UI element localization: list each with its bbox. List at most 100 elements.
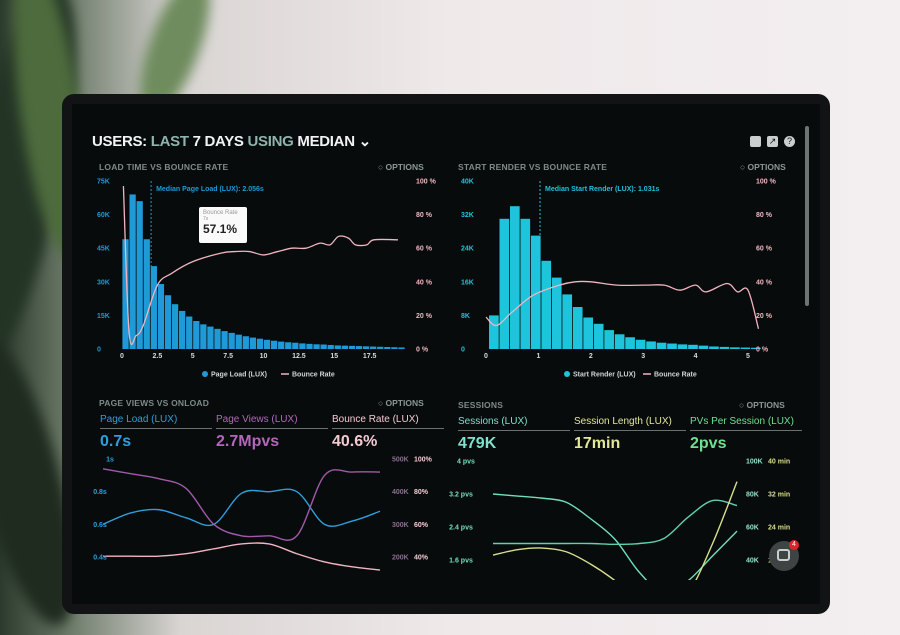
kpi-value: 17min [574, 435, 621, 452]
y-tick-label: 60K [97, 212, 110, 219]
y2-tick-label: 100K [746, 459, 763, 466]
histogram-bar [730, 347, 740, 349]
series-line [102, 488, 381, 527]
median-label: Median Page Load (LUX): 2.056s [156, 186, 264, 193]
y-tick-label: 4 pvs [457, 459, 475, 466]
histogram-bar [667, 343, 677, 349]
y2-tick-label: 80 % [416, 212, 433, 219]
histogram-bar [242, 336, 249, 349]
x-tick-label: 10 [260, 353, 268, 360]
y2-tick-label: 60 % [756, 246, 773, 253]
median-label: Median Start Render (LUX): 1.031s [545, 186, 659, 193]
y-tick-label: 40K [461, 179, 474, 186]
y-tick-label: 0 [97, 347, 101, 354]
series-line [493, 499, 738, 546]
chevron-down-icon[interactable]: ⌄ [358, 133, 372, 150]
histogram-bar [122, 239, 129, 349]
tooltip-value: 57.1% [203, 222, 238, 236]
histogram-bar [551, 277, 562, 349]
y-tick-label: 0 [461, 347, 465, 354]
histogram-bar [583, 317, 594, 349]
bounce-rate-line [122, 186, 398, 346]
kpi-value: 2pvs [690, 435, 727, 452]
histogram-bar [179, 310, 186, 349]
bounce-rate-line [485, 280, 760, 330]
histogram-bar [327, 344, 334, 349]
x-tick-label: 3 [641, 353, 645, 360]
options-button[interactable]: ○ OPTIONS [378, 162, 424, 172]
histogram-bar [256, 338, 264, 349]
options-label: OPTIONS [385, 162, 424, 172]
x-tick-label: 2 [589, 353, 593, 360]
histogram-bar [214, 328, 221, 349]
y2-tick-label: 40 % [756, 279, 773, 286]
scrollbar[interactable] [805, 126, 809, 306]
legend-dot [564, 371, 570, 377]
kpi-value: 2.7Mpvs [216, 433, 280, 450]
histogram-bar [384, 346, 391, 349]
histogram-bar [193, 321, 200, 349]
options-label: OPTIONS [747, 162, 786, 172]
histogram-bar [751, 347, 761, 349]
x-tick-label: 7.5 [223, 353, 233, 360]
y-tick-label: 0.8s [93, 489, 107, 496]
histogram-bar [355, 346, 363, 349]
histogram-bar [377, 346, 384, 349]
monitor-icon[interactable] [750, 136, 761, 147]
y2-tick-label: 80 % [756, 212, 773, 219]
legend-label: Page Load (LUX) [211, 372, 267, 379]
histogram-bar [489, 315, 499, 349]
histogram-bar [530, 235, 541, 349]
histogram-bar [646, 341, 656, 349]
options-button[interactable]: ○ OPTIONS [739, 400, 785, 410]
y2-tick-label: 0 % [416, 347, 429, 354]
options-button[interactable]: ○ OPTIONS [378, 398, 424, 408]
histogram-bar [136, 201, 143, 349]
kpi-value: 0.7s [100, 433, 132, 450]
histogram-bar [391, 347, 398, 349]
using-label: USING [247, 133, 294, 150]
histogram-bar [235, 334, 242, 349]
y-tick-label: 0.6s [93, 522, 107, 529]
histogram-bar [164, 295, 172, 349]
histogram-bar [150, 266, 157, 349]
histogram-bar [614, 334, 625, 349]
histogram-bar [677, 344, 688, 349]
y-tick-label: 2.4 pvs [449, 525, 473, 532]
y3-tick-label: 24 min [768, 525, 790, 532]
histogram-bar [299, 343, 306, 349]
y3-tick-label: 60% [414, 522, 429, 529]
options-button[interactable]: ○ OPTIONS [740, 162, 786, 172]
kpi-label: Bounce Rate (LUX) [332, 414, 444, 429]
histogram-bar [398, 347, 405, 349]
x-tick-label: 0 [484, 353, 488, 360]
histogram-bar [186, 316, 193, 349]
y2-tick-label: 60 % [416, 246, 433, 253]
y2-tick-label: 20 % [416, 313, 433, 320]
chat-icon [777, 549, 790, 561]
options-label: OPTIONS [385, 398, 424, 408]
kpi-label: Sessions (LUX) [458, 416, 570, 431]
y-tick-label: 16K [461, 279, 474, 286]
x-tick-label: 2.5 [153, 353, 163, 360]
panel-title: START RENDER VS BOUNCE RATE [458, 162, 608, 172]
y-tick-label: 1s [106, 457, 114, 464]
y3-tick-label: 40 min [768, 459, 790, 466]
y2-tick-label: 80K [746, 492, 759, 499]
histogram-bar [306, 343, 313, 349]
panel-title: PAGE VIEWS VS ONLOAD [99, 398, 210, 408]
histogram-bar [143, 239, 150, 349]
period-select[interactable]: 7 DAYS [192, 133, 244, 150]
help-icon[interactable]: ? [784, 136, 795, 147]
histogram-bar [263, 339, 271, 349]
dashboard-title[interactable]: USERS: LAST 7 DAYS USING MEDIAN ⌄ [92, 132, 371, 150]
histogram-bar [698, 345, 709, 349]
tooltip: Bounce Rate 7s 57.1% [199, 207, 247, 243]
stat-select[interactable]: MEDIAN [297, 133, 355, 150]
histogram-bar [635, 339, 646, 349]
chart-icon[interactable]: ↗ [767, 136, 778, 147]
histogram-bar [656, 342, 667, 349]
histogram-bar [572, 307, 583, 349]
series-line [103, 542, 381, 571]
